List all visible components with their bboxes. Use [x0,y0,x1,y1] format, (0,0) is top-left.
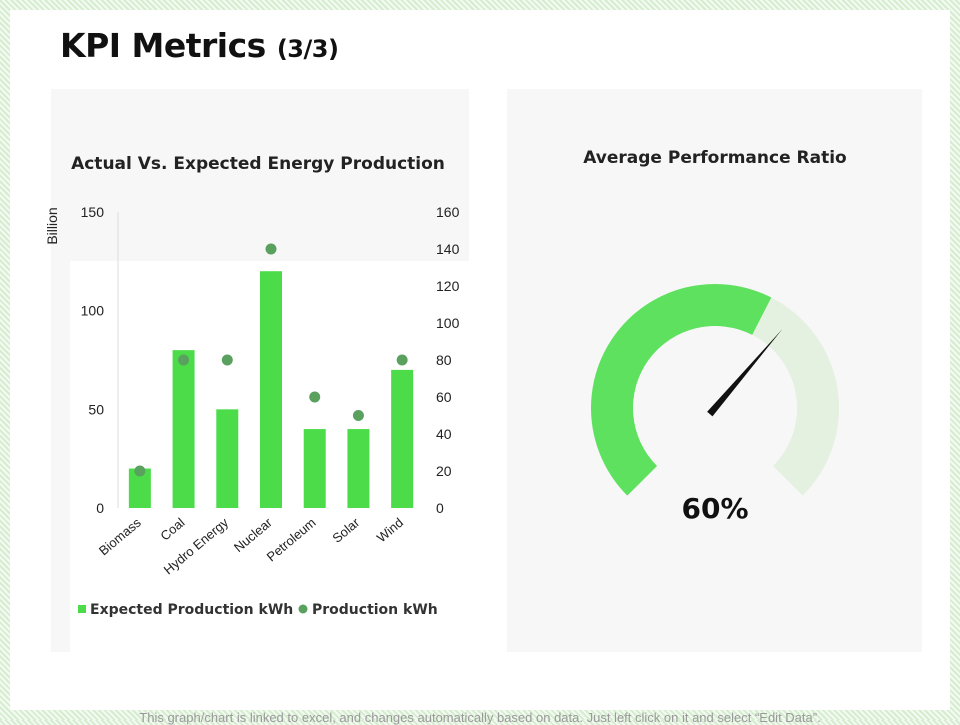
footer-note: This graph/chart is linked to excel, and… [139,710,821,725]
energy-chart-y-axis-label: Billion [44,207,60,244]
right-axis-tick-140: 140 [436,241,460,257]
legend-marker-production [298,604,308,614]
right-axis-tick-80: 80 [436,352,452,368]
right-axis-tick-160: 160 [436,204,460,220]
gauge-needle [707,328,783,417]
legend-marker-expected-production [78,605,86,613]
right-axis-tick-120: 120 [436,278,460,294]
point-solar [352,410,364,421]
page-title-suffix: (3/3) [276,35,339,63]
bar-coal [172,350,195,508]
right-axis-tick-100: 100 [436,315,460,331]
left-axis-tick-100: 100 [81,303,105,319]
bar-nuclear [260,271,282,508]
point-coal [178,354,190,366]
energy-chart-plot-background [70,261,508,665]
point-wind [396,354,408,366]
left-axis-tick-50: 50 [88,401,104,417]
gauge-title: Average Performance Ratio [583,148,846,168]
bar-wind [391,369,414,508]
bar-hydro-energy [216,409,239,508]
right-axis-tick-0: 0 [436,500,444,516]
gauge-remaining-arc [752,297,839,496]
page-title: KPI Metrics (3/3) [60,26,339,65]
energy-chart: Actual Vs. Expected Energy Production Bi… [44,154,460,618]
right-axis-tick-60: 60 [436,389,452,405]
energy-chart-title: Actual Vs. Expected Energy Production [71,154,445,174]
legend-label-expected-production: Expected Production kWh [90,602,293,618]
left-axis-tick-150: 150 [81,204,105,220]
bar-petroleum [303,429,326,508]
point-biomass [134,465,146,477]
page-title-text: KPI Metrics [60,26,266,65]
left-axis-tick-0: 0 [96,500,104,516]
gauge-filled-arc [591,284,772,496]
point-petroleum [309,391,321,403]
right-axis-tick-40: 40 [436,426,452,442]
point-nuclear [265,243,277,255]
legend-label-production: Production kWh [312,602,438,618]
right-axis-tick-20: 20 [436,463,452,479]
performance-gauge: Average Performance Ratio 60% [583,148,846,525]
gauge-panel [507,89,922,652]
bar-biomass [128,468,151,508]
gauge-value-label: 60% [681,492,748,525]
point-hydro-energy [221,354,233,366]
slide: KPI Metrics (3/3) Actual Vs. Expected En… [10,10,950,725]
bar-solar [347,429,370,508]
